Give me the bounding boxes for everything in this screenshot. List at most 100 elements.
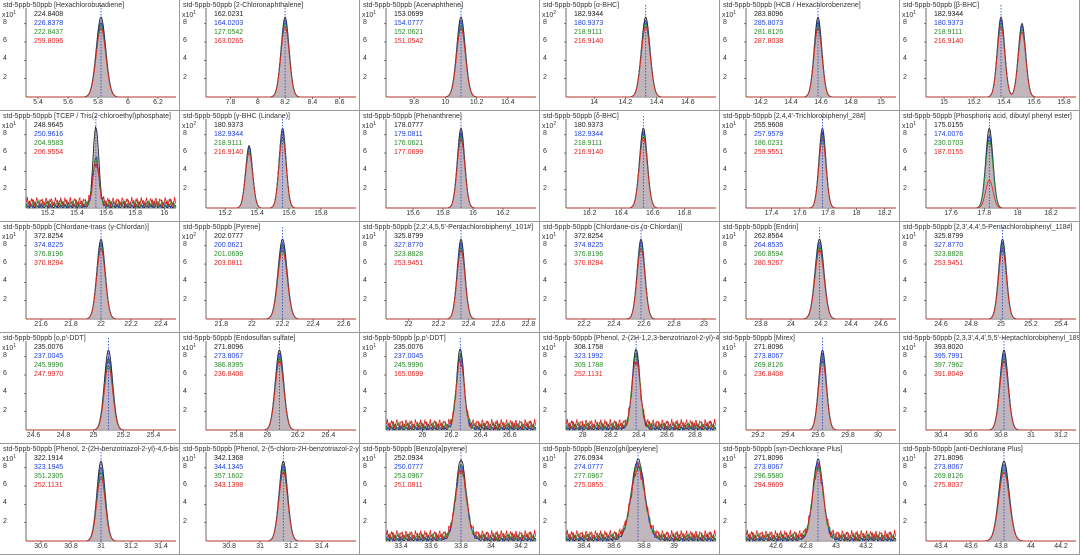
y-scale-label: x101: [722, 454, 736, 463]
y-tick-label: 6: [543, 148, 565, 155]
y-tick-label: 6: [363, 370, 385, 377]
chromatogram-plot: [720, 111, 900, 222]
panel-title: std-5ppb-50ppb [2,4,4'-Trichlorobiphenyl…: [723, 112, 899, 121]
x-tick-label: 24.6: [27, 432, 41, 439]
x-tick-label: 43.2: [859, 543, 873, 550]
x-tick-label: 31.4: [154, 543, 168, 550]
panel-title: std-5ppb-50ppb [2,3',4,4',5-Pentachlorob…: [903, 223, 1079, 232]
x-tick-label: 28.4: [632, 432, 646, 439]
chromatogram-panel: std-5ppb-50ppb [o,p'-DDT] x101 8 6 4 2 235.007…: [0, 333, 180, 444]
y-tick-label: 2: [3, 74, 25, 81]
x-tick-label: 44.2: [1054, 543, 1068, 550]
chromatogram-panel: std-5ppb-50ppb [Hexachlorobutadiene] x101…: [0, 0, 180, 111]
x-tick-label: 22.4: [154, 321, 168, 328]
y-scale-label: x101: [362, 10, 376, 19]
chromatogram-plot: [900, 222, 1080, 333]
x-tick-label: 30: [874, 432, 882, 439]
y-tick-label: 4: [183, 388, 205, 395]
x-tick-label: 25.8: [230, 432, 244, 439]
mz-label: 252.1131: [34, 481, 63, 490]
panel-title: std-5ppb-50ppb [syn-Dechlorane Plus]: [723, 445, 899, 454]
chromatogram-panel: std-5ppb-50ppb [Phenol, 2-(5-chloro-2H-b…: [180, 444, 360, 555]
y-tick-label: 2: [543, 518, 565, 525]
mz-label: 372.8254: [34, 232, 63, 241]
y-tick-label: 4: [363, 166, 385, 173]
y-tick-label: 2: [903, 296, 925, 303]
x-tick-label: 43.8: [994, 543, 1008, 550]
mz-label: 257.9579: [754, 130, 783, 139]
x-tick-label: 22: [248, 321, 256, 328]
y-scale-label: x101: [182, 454, 196, 463]
x-tick-label: 15.4: [70, 210, 84, 217]
y-scale-label: x101: [542, 454, 556, 463]
mz-label: 357.1602: [214, 472, 243, 481]
y-tick-label: 2: [903, 185, 925, 192]
x-tick-label: 34.2: [514, 543, 528, 550]
mz-label: 154.0777: [394, 19, 423, 28]
mz-label: 252.0934: [394, 454, 423, 463]
mz-label: 342.1368: [214, 454, 243, 463]
y-tick-label: 6: [3, 481, 25, 488]
y-scale-label: x101: [902, 232, 916, 241]
x-tick-label: 15.6: [406, 210, 420, 217]
y-tick-label: 2: [3, 407, 25, 414]
x-tick-label: 29.2: [751, 432, 765, 439]
y-tick-label: 6: [723, 148, 745, 155]
y-tick-label: 4: [3, 388, 25, 395]
mz-label: 325.8799: [394, 232, 423, 241]
x-tick-label: 22.8: [667, 321, 681, 328]
y-scale-label: x101: [722, 232, 736, 241]
y-tick-label: 4: [543, 55, 565, 62]
y-tick-label: 8: [903, 19, 925, 26]
y-tick-label: 6: [723, 259, 745, 266]
y-tick-label: 6: [723, 370, 745, 377]
mz-label: 273.8067: [754, 463, 783, 472]
chromatogram-panel: std-5ppb-50ppb [Benzo[a]pyrene] x101 8 6 4 2 2…: [360, 444, 540, 555]
chromatogram-plot: [900, 444, 1080, 555]
y-scale-label: x101: [902, 10, 916, 19]
y-tick-label: 4: [3, 277, 25, 284]
y-tick-label: 6: [363, 481, 385, 488]
mz-label: 322.1914: [34, 454, 63, 463]
mz-label: 235.0076: [34, 343, 63, 352]
mz-label: 206.9554: [34, 148, 63, 157]
mz-label: 391.8049: [934, 370, 963, 379]
x-tick-label: 15.6: [99, 210, 113, 217]
y-tick-label: 2: [3, 296, 25, 303]
x-tick-label: 26.2: [291, 432, 305, 439]
x-tick-label: 33.6: [424, 543, 438, 550]
chromatogram-panel: std-5ppb-50ppb [β-BHC] x101 8 6 4 2 182.9344 18…: [900, 0, 1080, 111]
y-tick-label: 4: [723, 499, 745, 506]
x-tick-label: 22.2: [432, 321, 446, 328]
x-tick-label: 30.4: [934, 432, 948, 439]
x-tick-label: 15.8: [1057, 99, 1071, 106]
x-tick-label: 42.8: [799, 543, 813, 550]
mz-label: 309.1788: [574, 361, 603, 370]
x-tick-label: 38.8: [637, 543, 651, 550]
panel-title: std-5ppb-50ppb [o,p'-DDT]: [3, 334, 179, 343]
mz-label: 259.8096: [34, 37, 63, 46]
y-tick-label: 2: [543, 185, 565, 192]
y-tick-label: 2: [723, 518, 745, 525]
y-tick-label: 8: [723, 19, 745, 26]
y-scale-label: x102: [182, 121, 196, 130]
x-tick-label: 21.8: [214, 321, 228, 328]
y-tick-label: 6: [3, 37, 25, 44]
y-tick-label: 4: [543, 277, 565, 284]
panel-title: std-5ppb-50ppb [Benzo[ghi]perylene]: [543, 445, 719, 454]
x-tick-label: 21.6: [34, 321, 48, 328]
x-tick-label: 16: [469, 210, 477, 217]
mz-label: 269.8126: [754, 361, 783, 370]
x-tick-label: 15: [877, 99, 885, 106]
x-tick-label: 22.2: [124, 321, 138, 328]
panel-title: std-5ppb-50ppb [Phenanthrene]: [363, 112, 539, 121]
x-tick-label: 28.2: [604, 432, 618, 439]
panel-title: std-5ppb-50ppb [Benzo[a]pyrene]: [363, 445, 539, 454]
y-tick-label: 4: [3, 166, 25, 173]
y-tick-label: 6: [543, 370, 565, 377]
chromatogram-panel: std-5ppb-50ppb [syn-Dechlorane Plus] x101…: [720, 444, 900, 555]
y-tick-label: 2: [363, 407, 385, 414]
mz-label: 276.0934: [574, 454, 603, 463]
y-tick-label: 6: [723, 481, 745, 488]
y-scale-label: x101: [902, 121, 916, 130]
